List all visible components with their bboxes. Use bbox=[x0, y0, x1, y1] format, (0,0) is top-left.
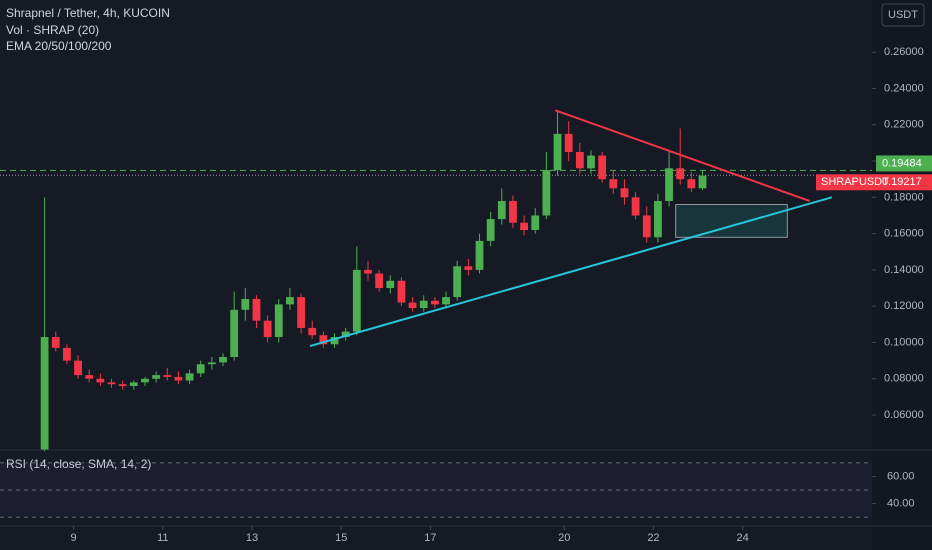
candle-body bbox=[620, 188, 629, 198]
candle-body bbox=[319, 335, 328, 345]
candle-body bbox=[85, 375, 94, 379]
price-badge bbox=[876, 155, 932, 172]
candle-body bbox=[74, 360, 82, 376]
candle-body bbox=[575, 152, 584, 169]
volume-label: Vol · SHRAP (20) bbox=[6, 23, 99, 37]
symbol-badge bbox=[816, 174, 876, 191]
x-tick-label: 20 bbox=[558, 532, 570, 544]
candle-body bbox=[118, 384, 127, 386]
candle-body bbox=[475, 240, 484, 270]
y-tick-label: 0.12000 bbox=[884, 300, 924, 312]
candle-body bbox=[631, 197, 640, 216]
price-badge-label: 0.19217 bbox=[882, 176, 922, 188]
symbol-badge-label: SHRAPUSDT bbox=[821, 176, 889, 188]
rsi-title: RSI (14, close, SMA, 14, 2) bbox=[6, 457, 151, 471]
candle-body bbox=[442, 297, 450, 305]
candle-body bbox=[152, 375, 161, 379]
candle-body bbox=[542, 170, 551, 216]
candle-body bbox=[464, 266, 473, 270]
candle-body bbox=[330, 337, 339, 345]
candle-body bbox=[96, 378, 105, 383]
target-box bbox=[675, 204, 788, 238]
y-tick-label: 0.08000 bbox=[884, 373, 924, 385]
candle-body bbox=[654, 200, 662, 238]
x-tick-label: 15 bbox=[335, 532, 347, 544]
candle-body bbox=[185, 373, 194, 381]
candle-body bbox=[297, 297, 305, 328]
y-tick-label: 0.24000 bbox=[884, 82, 924, 94]
candle-body bbox=[263, 320, 272, 338]
x-tick-label: 22 bbox=[647, 532, 659, 544]
candle-body bbox=[609, 179, 618, 189]
price-badge-label: 0.19484 bbox=[882, 157, 922, 169]
candle-body bbox=[587, 155, 595, 169]
x-tick-label: 24 bbox=[737, 532, 749, 544]
x-tick-label: 11 bbox=[157, 532, 168, 544]
candle-body bbox=[141, 378, 149, 383]
candle-body bbox=[219, 356, 227, 363]
candle-body bbox=[598, 155, 607, 180]
candle-body bbox=[386, 280, 395, 289]
candle-body bbox=[553, 133, 562, 171]
candle-body bbox=[509, 200, 517, 223]
candle-body bbox=[676, 168, 685, 180]
candle-body bbox=[408, 302, 417, 308]
candle-body bbox=[375, 273, 384, 289]
chart-title: Shrapnel / Tether, 4h, KUCOIN bbox=[6, 6, 170, 20]
y-tick-label: 0.22000 bbox=[884, 119, 924, 131]
x-tick-label: 9 bbox=[71, 532, 77, 544]
candle-body bbox=[230, 309, 239, 357]
candle-body bbox=[531, 215, 540, 230]
candle-body bbox=[207, 362, 216, 365]
rsi-tick-label: 40.00 bbox=[887, 498, 915, 510]
candle-body bbox=[497, 200, 506, 220]
candle-body bbox=[308, 327, 317, 336]
candle-body bbox=[520, 222, 528, 230]
candle-body bbox=[564, 133, 573, 153]
candle-body bbox=[364, 269, 372, 274]
candle-body bbox=[486, 219, 495, 241]
currency[interactable]: USDT bbox=[888, 9, 918, 21]
y-tick-label: 0.16000 bbox=[884, 228, 924, 240]
candle-body bbox=[129, 382, 138, 386]
candle-body bbox=[196, 364, 205, 374]
candle-body bbox=[252, 298, 261, 321]
y-tick-label: 0.18000 bbox=[884, 191, 924, 203]
candle-body bbox=[430, 300, 439, 305]
candle-body bbox=[453, 266, 462, 298]
rsi-tick-label: 60.00 bbox=[887, 470, 915, 482]
candle-body bbox=[419, 300, 428, 308]
y-tick-label: 0.26000 bbox=[884, 46, 924, 58]
candle-body bbox=[286, 297, 294, 305]
candle-body bbox=[107, 382, 116, 385]
candle-body bbox=[274, 304, 283, 338]
candle-body bbox=[698, 175, 707, 189]
price-badge bbox=[876, 174, 932, 191]
candle-body bbox=[40, 337, 49, 450]
y-tick-label: 0.10000 bbox=[884, 336, 924, 348]
candle-body bbox=[642, 215, 651, 238]
candle-body bbox=[63, 347, 71, 361]
currency-button[interactable] bbox=[881, 3, 925, 27]
x-tick-label: 13 bbox=[246, 532, 258, 544]
candle-body bbox=[687, 179, 696, 189]
candle-body bbox=[352, 269, 361, 332]
candle-body bbox=[163, 375, 172, 377]
y-tick-label: 0.06000 bbox=[884, 409, 924, 421]
trendline bbox=[309, 196, 833, 348]
candle-body bbox=[397, 280, 406, 303]
candle-body bbox=[174, 376, 183, 381]
ema-label: EMA 20/50/100/200 bbox=[6, 39, 112, 53]
trendline bbox=[554, 109, 810, 202]
candle-body bbox=[241, 298, 250, 310]
candle-body bbox=[341, 331, 350, 338]
candle-body bbox=[51, 337, 60, 348]
y-tick-label: 0.14000 bbox=[884, 264, 924, 276]
x-tick-label: 17 bbox=[424, 532, 436, 544]
price-axis bbox=[872, 0, 932, 550]
candle-body bbox=[665, 168, 673, 201]
